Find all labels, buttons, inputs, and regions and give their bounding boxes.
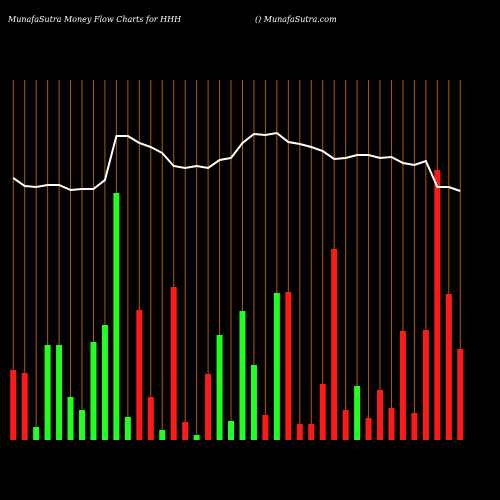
bar <box>399 331 406 440</box>
bar <box>296 424 303 440</box>
bar <box>457 349 464 440</box>
money-flow-line <box>12 131 461 192</box>
bar <box>445 294 452 440</box>
bar <box>182 422 189 440</box>
bar <box>90 342 97 440</box>
bar <box>354 386 361 440</box>
chart-subtitle: () MunafaSutra.com <box>255 15 337 24</box>
bar <box>342 410 349 440</box>
bar <box>411 413 418 440</box>
bar <box>262 415 269 440</box>
bar <box>67 397 74 440</box>
bar <box>33 427 40 440</box>
bar <box>273 293 280 440</box>
bar <box>10 370 17 440</box>
bar <box>193 435 200 440</box>
chart-title: MunafaSutra Money Flow Charts for HHH <box>7 15 182 24</box>
bar <box>308 424 315 440</box>
bar <box>285 292 292 440</box>
bar <box>21 373 28 440</box>
bar <box>422 330 429 440</box>
bar <box>170 287 177 440</box>
bar <box>319 384 326 440</box>
bar <box>331 249 338 440</box>
bar <box>101 325 108 440</box>
bar <box>56 345 63 440</box>
bar <box>365 418 372 440</box>
bar <box>79 410 86 440</box>
bar <box>388 408 395 440</box>
bar <box>147 397 154 440</box>
bar <box>377 390 384 440</box>
bar <box>239 311 246 440</box>
bar <box>250 365 257 440</box>
bar <box>216 335 223 440</box>
bar <box>124 417 131 440</box>
bar <box>113 193 120 440</box>
bar <box>434 170 441 440</box>
bar <box>228 421 235 440</box>
bar <box>44 345 51 440</box>
bar <box>136 310 143 440</box>
bar <box>205 374 212 440</box>
bar <box>159 430 166 440</box>
